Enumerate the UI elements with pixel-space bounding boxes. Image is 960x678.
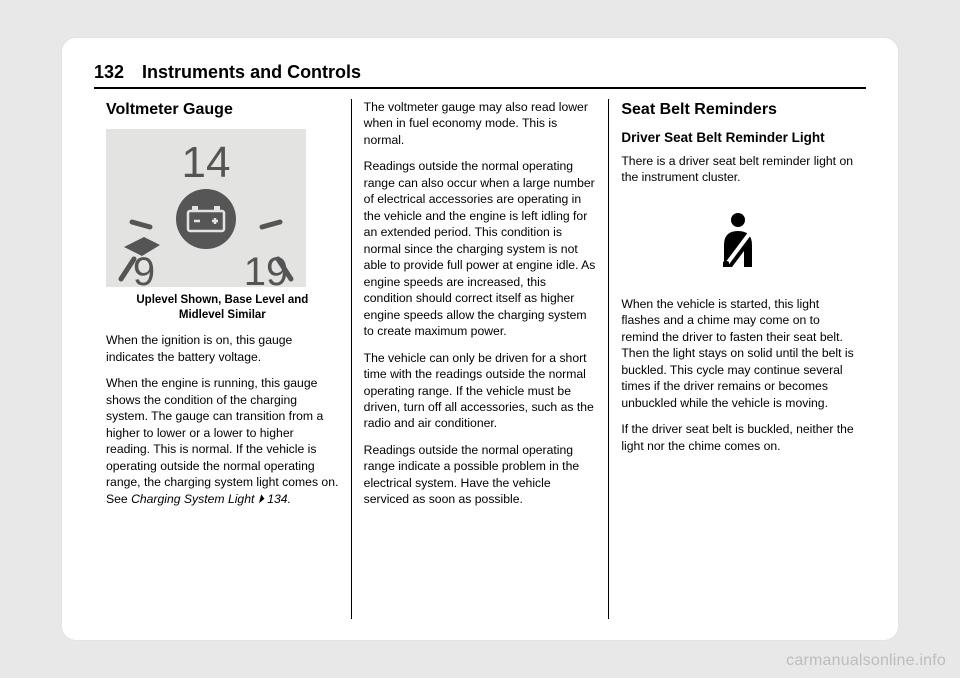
body-text: Readings outside the normal operating ra… bbox=[364, 442, 597, 508]
column-1: Voltmeter Gauge 14 9 19 bbox=[94, 99, 351, 619]
subheading-driver-reminder: Driver Seat Belt Reminder Light bbox=[621, 129, 854, 147]
caption-line-2: Midlevel Similar bbox=[179, 309, 266, 321]
seatbelt-icon bbox=[714, 211, 762, 267]
body-text: There is a driver seat belt reminder lig… bbox=[621, 153, 854, 186]
column-3: Seat Belt Reminders Driver Seat Belt Rem… bbox=[608, 99, 866, 619]
body-text: The voltmeter gauge may also read lower … bbox=[364, 99, 597, 148]
body-text: When the engine is running, this gauge s… bbox=[106, 375, 339, 507]
voltmeter-gauge-svg: 14 9 19 bbox=[106, 129, 306, 287]
body-text: When the vehicle is started, this light … bbox=[621, 296, 854, 411]
page-number: 132 bbox=[94, 62, 124, 83]
manual-page: 132 Instruments and Controls Voltmeter G… bbox=[62, 38, 898, 640]
gauge-value-top: 14 bbox=[182, 138, 231, 187]
battery-icon-bg bbox=[176, 189, 236, 249]
heading-seatbelt: Seat Belt Reminders bbox=[621, 99, 854, 121]
body-text: If the driver seat belt is buckled, neit… bbox=[621, 421, 854, 454]
seatbelt-icon-figure bbox=[621, 196, 854, 282]
watermark: carmanualsonline.info bbox=[786, 652, 946, 670]
gauge-value-right: 19 bbox=[244, 250, 289, 287]
gauge-value-left: 9 bbox=[133, 250, 155, 287]
caption-line-1: Uplevel Shown, Base Level and bbox=[136, 294, 308, 306]
body-text-fragment: When the engine is running, this gauge s… bbox=[106, 376, 338, 505]
cross-reference: Charging System Light ⏵ 134. bbox=[131, 492, 291, 506]
body-text: When the ignition is on, this gauge indi… bbox=[106, 332, 339, 365]
figure-caption: Uplevel Shown, Base Level and Midlevel S… bbox=[106, 293, 339, 323]
body-text: The vehicle can only be driven for a sho… bbox=[364, 350, 597, 432]
column-2: The voltmeter gauge may also read lower … bbox=[351, 99, 609, 619]
body-text: Readings outside the normal operating ra… bbox=[364, 158, 597, 339]
voltmeter-gauge-figure: 14 9 19 bbox=[106, 129, 306, 287]
heading-voltmeter: Voltmeter Gauge bbox=[106, 99, 339, 121]
content-columns: Voltmeter Gauge 14 9 19 bbox=[94, 99, 866, 619]
section-title: Instruments and Controls bbox=[142, 62, 361, 83]
page-header: 132 Instruments and Controls bbox=[94, 62, 866, 89]
